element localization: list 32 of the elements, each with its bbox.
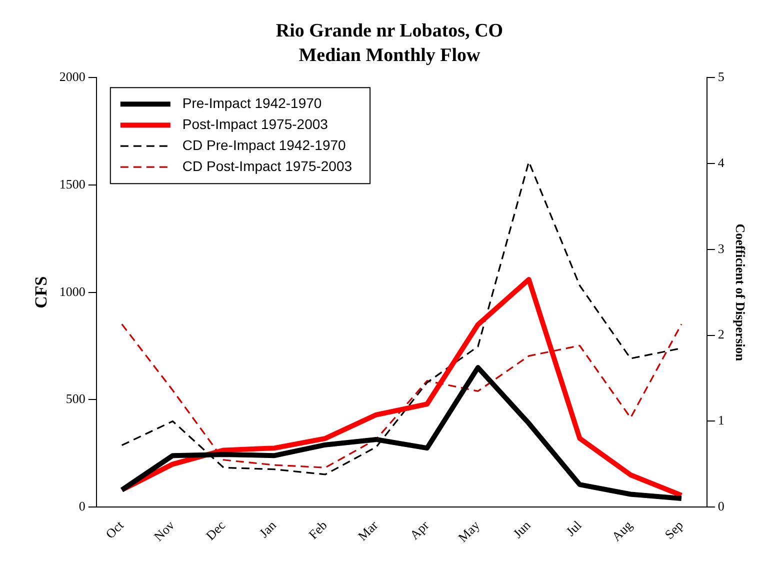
y-axis-title: CFS bbox=[32, 276, 51, 308]
chart-title: Rio Grande nr Lobatos, CO bbox=[276, 20, 504, 42]
x-tick-label: Jun bbox=[510, 517, 534, 541]
x-tick-label: Oct bbox=[102, 517, 127, 542]
y2-tick-label: 0 bbox=[718, 498, 724, 514]
y2-tick-label: 1 bbox=[718, 412, 724, 428]
y-tick-label: 2000 bbox=[59, 69, 86, 84]
legend-label: Pre-Impact 1942-1970 bbox=[182, 94, 322, 111]
y-tick-label: 0 bbox=[78, 498, 86, 514]
x-tick-label: Jan bbox=[256, 517, 280, 540]
chart-subtitle: Median Monthly Flow bbox=[298, 45, 481, 66]
y-tick-label: 1000 bbox=[59, 284, 86, 299]
legend-label: CD Post-Impact 1975-2003 bbox=[182, 158, 352, 174]
x-tick-label: Nov bbox=[150, 517, 178, 544]
x-tick-label: Sep bbox=[662, 518, 686, 542]
x-tick-label: May bbox=[455, 517, 483, 546]
x-tick-label: Feb bbox=[305, 518, 330, 542]
x-tick-label: Aug bbox=[608, 517, 636, 544]
y2-axis-title: Coefficient of Dispersion bbox=[732, 224, 748, 362]
legend-label: Post-Impact 1975-2003 bbox=[182, 116, 328, 132]
y2-tick-label: 2 bbox=[718, 326, 724, 342]
y2-tick-label: 3 bbox=[718, 240, 724, 256]
y2-tick-label: 5 bbox=[718, 69, 724, 84]
y-tick-label: 1500 bbox=[59, 176, 86, 192]
line-series bbox=[121, 323, 682, 468]
y-tick-label: 500 bbox=[66, 391, 86, 406]
x-tick-label: Dec bbox=[202, 517, 228, 543]
legend-label: CD Pre-Impact 1942-1970 bbox=[182, 136, 346, 153]
x-tick-label: Mar bbox=[354, 517, 382, 544]
x-tick-label: Jul bbox=[562, 517, 585, 539]
x-tick-label: Apr bbox=[406, 517, 432, 542]
y2-tick-label: 4 bbox=[718, 154, 725, 170]
